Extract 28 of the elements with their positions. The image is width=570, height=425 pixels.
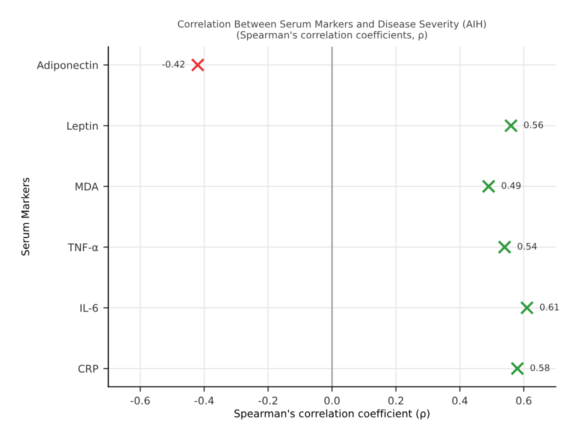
x-tick-label: 0.2 — [388, 396, 404, 405]
y-tick-label: MDA — [76, 182, 98, 190]
data-label: 0.49 — [502, 182, 521, 190]
x-tick-label: -0.4 — [194, 396, 214, 405]
y-axis-title: Serum Markers — [21, 178, 30, 256]
y-tick-label: TNF-α — [68, 243, 98, 252]
x-tick-label: 0.4 — [452, 396, 468, 405]
point — [520, 300, 534, 315]
y-tick-label: Adiponectin — [36, 61, 98, 72]
point — [498, 240, 512, 254]
point — [510, 362, 524, 376]
data-label: 0.61 — [540, 304, 559, 310]
x-tick-label: 0.6 — [516, 396, 532, 405]
y-tick-label: CRP — [78, 364, 98, 373]
chart-title: Correlation Between Serum Markers and Disease Severity (AIH) (Spearman's correlation coefficients, ρ) — [178, 20, 486, 40]
point — [482, 179, 496, 194]
point — [504, 118, 518, 133]
point — [190, 58, 205, 72]
x-tick-label: 0.0 — [324, 396, 340, 405]
x-tick-label: -0.2 — [258, 396, 278, 405]
data-label: 0.54 — [518, 242, 537, 250]
y-tick-label: IL-6 — [80, 304, 98, 312]
x-axis-title: Spearman's correlation coefficient (ρ) — [234, 409, 430, 420]
data-label: 0.58 — [530, 364, 550, 372]
data-label: 0.56 — [524, 121, 544, 128]
x-tick-label: -0.6 — [130, 396, 150, 405]
y-tick-label: Leptin — [67, 122, 98, 132]
data-label: -0.42 — [162, 60, 184, 68]
